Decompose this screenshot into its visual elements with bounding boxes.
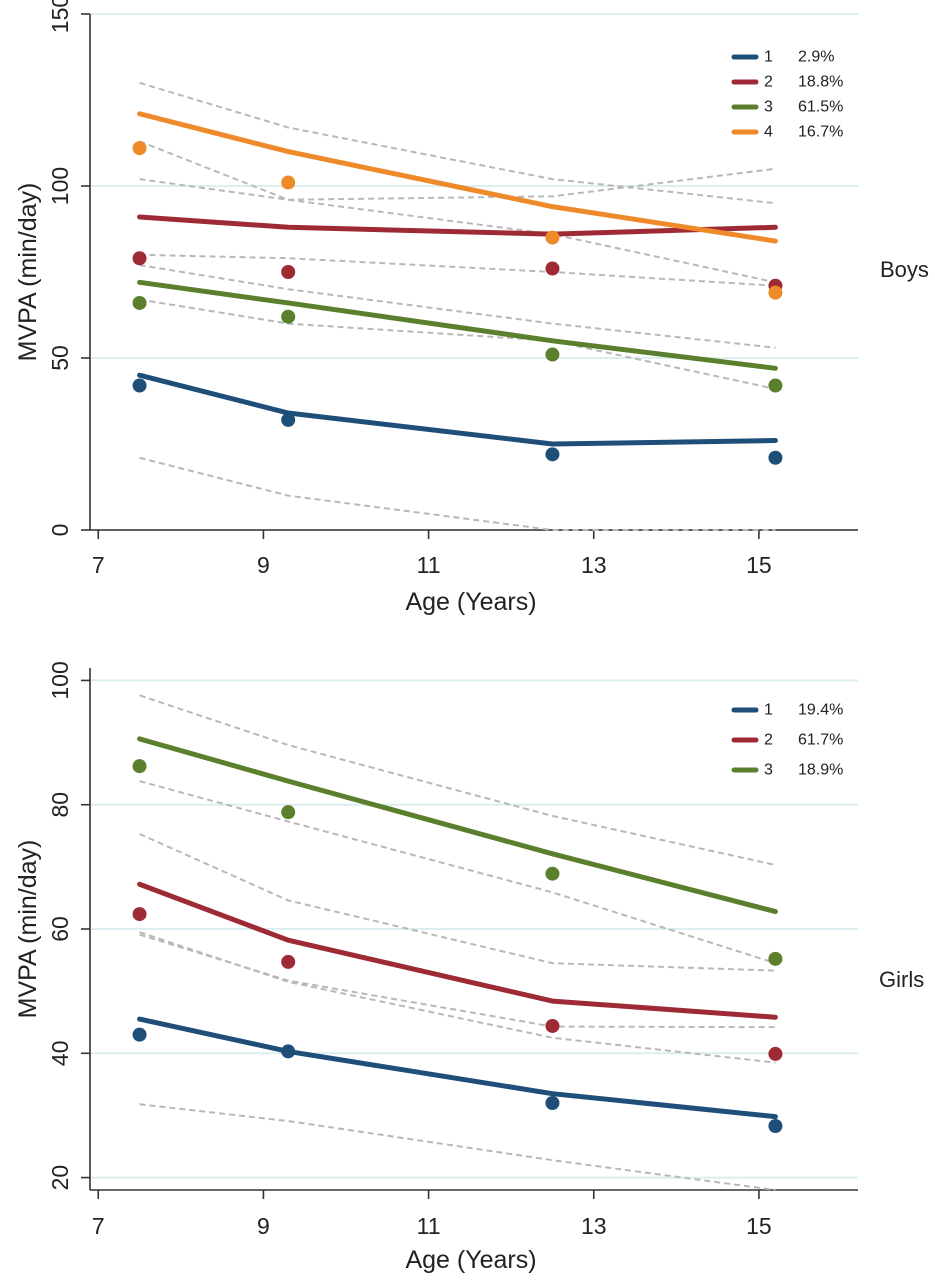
legend-pct-1: 2.9% (798, 49, 834, 66)
y-tick-label: 60 (47, 916, 73, 942)
series-4-fitted-line (137, 111, 778, 244)
series-3-observed-point (281, 805, 296, 820)
panel-label: Boys (880, 257, 929, 282)
legend-pct-3: 18.9% (798, 762, 843, 779)
series-3-ci-lower-line (139, 780, 776, 965)
series-3-observed-point (281, 309, 296, 324)
x-tick-label: 11 (417, 552, 441, 578)
y-tick-label: 40 (47, 1040, 73, 1066)
series-2-observed-point (281, 265, 296, 279)
y-tick-label: 100 (47, 167, 73, 205)
x-axis-title: Age (Years) (405, 588, 536, 616)
y-tick-label: 0 (47, 524, 73, 537)
series-1-observed-point (545, 447, 560, 462)
x-tick-label: 13 (581, 552, 607, 578)
x-axis-title: Age (Years) (405, 1246, 536, 1274)
series-3-observed-point (768, 378, 783, 393)
series-3-observed-point (545, 866, 560, 881)
legend-pct-3: 61.5% (798, 99, 843, 116)
y-axis-title: MVPA (min/day) (14, 840, 42, 1019)
series-2-observed-point (281, 954, 296, 969)
legend-label-2: 2 (764, 732, 773, 749)
series-2-ci-lower-line (139, 253, 776, 287)
series-3-observed-point (545, 347, 560, 362)
legend-label-3: 3 (764, 99, 773, 116)
legend-label-1: 1 (764, 49, 773, 66)
legend-pct-1: 19.4% (798, 702, 843, 719)
series-4-observed-point (132, 141, 147, 156)
series-2-fitted-line (137, 881, 778, 1020)
series-1-observed-point (281, 412, 296, 427)
y-axis-title: MVPA (min/day) (14, 183, 42, 362)
series-1-ci-lower-line (139, 456, 776, 531)
series-2-ci-upper-line (139, 833, 776, 972)
series-3-ci-lower-line (139, 298, 776, 390)
x-tick-label: 15 (746, 1213, 772, 1239)
y-tick-label: 50 (47, 345, 73, 371)
series-1-observed-point (132, 1027, 147, 1042)
x-tick-label: 15 (746, 552, 772, 578)
x-tick-label: 9 (257, 1213, 270, 1239)
series-4-observed-point (545, 230, 560, 245)
series-1-observed-point (768, 1118, 783, 1133)
series-4-observed-point (281, 175, 296, 190)
legend-label-4: 4 (764, 124, 773, 141)
legend-pct-4: 16.7% (798, 124, 843, 141)
series-4-observed-point (768, 285, 783, 300)
series-3-observed-point (132, 759, 147, 774)
series-2-observed-point (545, 1018, 560, 1033)
series-3-ci-upper-line (139, 694, 776, 866)
x-tick-label: 7 (92, 1213, 105, 1239)
series-2-fitted-line (137, 214, 778, 237)
x-tick-label: 9 (257, 552, 270, 578)
series-2-observed-point (768, 1046, 783, 1061)
legend-pct-2: 18.8% (798, 74, 843, 91)
legend-label-3: 3 (764, 762, 773, 779)
series-1-observed-point (545, 1096, 560, 1110)
x-tick-label: 11 (417, 1213, 441, 1239)
series-3-observed-point (132, 295, 147, 310)
y-tick-label: 20 (47, 1165, 73, 1191)
series-2-observed-point (132, 907, 147, 922)
x-tick-label: 13 (581, 1213, 607, 1239)
legend-pct-2: 61.7% (798, 732, 843, 749)
series-1-observed-point (132, 378, 147, 393)
series-3-fitted-line (137, 736, 778, 915)
legend: 1 2.9% 2 18.8% 3 61.5% 4 16.7% (731, 49, 843, 141)
series-1-ci-lower-line (139, 1103, 776, 1191)
panel-label: Girls (879, 967, 924, 992)
legend-label-2: 2 (764, 74, 773, 91)
series-2-observed-point (132, 251, 147, 266)
series-1-ci-upper-line (139, 931, 776, 1064)
y-tick-label: 80 (47, 792, 73, 818)
series-1-observed-point (768, 450, 783, 465)
series-1-fitted-line (137, 1016, 778, 1120)
series-1-fitted-line (137, 372, 778, 447)
y-tick-label: 150 (47, 0, 73, 33)
series-3-fitted-line (137, 279, 778, 371)
legend: 1 19.4% 2 61.7% 3 18.9% (731, 702, 843, 779)
legend-label-1: 1 (764, 702, 773, 719)
series-3-observed-point (768, 951, 783, 966)
series-2-ci-upper-line (139, 167, 776, 201)
series-3-ci-upper-line (139, 264, 776, 349)
series-4-ci-lower-line (139, 140, 776, 284)
series-2-ci-lower-line (139, 933, 776, 1029)
x-tick-label: 7 (92, 552, 105, 578)
series-1-observed-point (281, 1044, 296, 1059)
series-2-observed-point (545, 261, 560, 276)
y-tick-label: 100 (47, 661, 73, 699)
